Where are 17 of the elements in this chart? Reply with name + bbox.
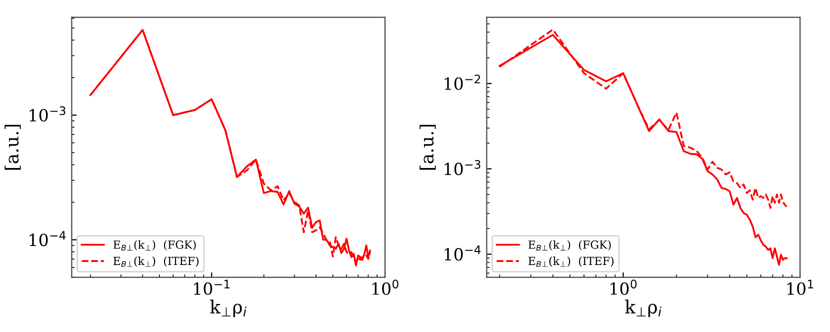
y-tick-label: 10$^{−3}$ (444, 160, 480, 176)
legend-label: E$_{B⊥}$(k$_{⊥}$) (FGK) (528, 240, 611, 250)
y-tick-label: 10$^{−3}$ (30, 106, 66, 122)
y-axis-title: [a.u.] (4, 124, 21, 170)
legend-label: E$_{B⊥}$(k$_{⊥}$) (ITEF) (528, 256, 614, 267)
x-axis-title: k$_{⊥}$ρ$_{i}$ (625, 300, 662, 318)
x-tick-label: 10$^{0}$ (372, 280, 398, 295)
x-tick-label: 10$^{0}$ (610, 280, 637, 295)
legend-label: E$_{B⊥}$(k$_{⊥}$) (ITEF) (113, 256, 199, 267)
y-tick-label: 10$^{−4}$ (444, 246, 481, 261)
y-tick-label: 10$^{−2}$ (444, 74, 480, 90)
legend-label: E$_{B⊥}$(k$_{⊥}$) (FGK) (113, 240, 196, 250)
y-tick-label: 10$^{−4}$ (30, 231, 66, 246)
x-tick-label: 10$^{1}$ (787, 280, 814, 295)
x-tick-label: 10$^{−1}$ (194, 280, 230, 295)
y-axis-title: [a.u.] (420, 124, 436, 170)
x-axis-title: k$_{⊥}$ρ$_{i}$ (210, 300, 246, 318)
